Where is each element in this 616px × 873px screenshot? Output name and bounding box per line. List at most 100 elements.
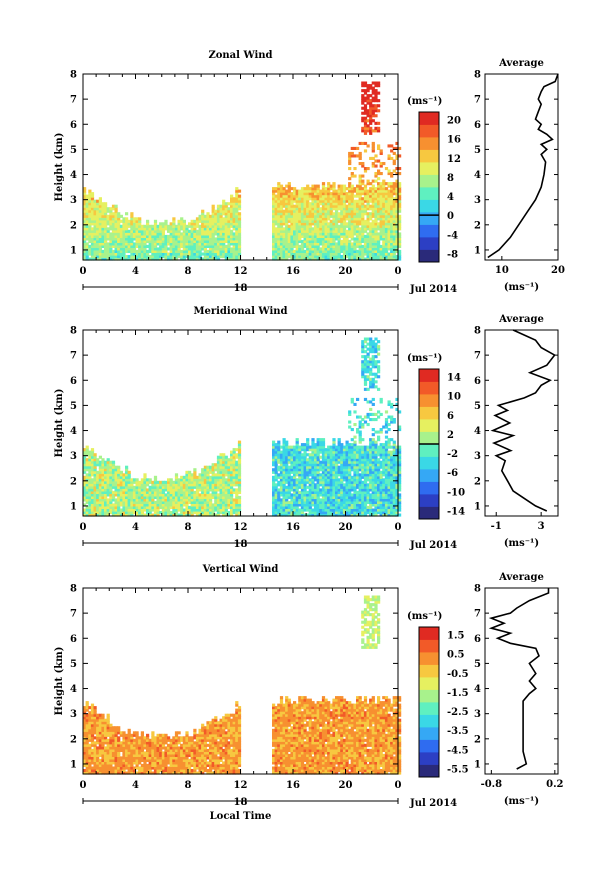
heatmap-cell xyxy=(98,212,102,216)
heatmap-cell xyxy=(96,470,100,474)
heatmap-cell xyxy=(390,199,394,203)
heatmap-cell xyxy=(98,209,102,213)
heatmap-cell xyxy=(119,214,123,218)
heatmap-cell xyxy=(287,247,291,251)
heatmap-cell xyxy=(329,508,333,512)
heatmap-cell xyxy=(295,485,299,489)
heatmap-cell xyxy=(382,214,386,218)
heatmap-cell xyxy=(174,473,179,477)
heatmap-cell xyxy=(274,508,278,512)
heatmap-cell xyxy=(287,219,291,223)
heatmap-cell xyxy=(348,468,352,472)
heatmap-cell xyxy=(303,513,307,517)
heatmap-cell xyxy=(232,448,236,452)
heatmap-cell xyxy=(237,239,242,243)
heatmap-cell xyxy=(140,480,144,484)
heatmap-cell xyxy=(122,503,126,507)
heatmap-cell xyxy=(164,237,168,241)
heatmap-cell xyxy=(335,209,339,213)
heatmap-cell xyxy=(161,513,165,517)
heatmap-cell xyxy=(335,473,339,477)
heatmap-cell xyxy=(237,463,242,467)
heatmap-cell xyxy=(316,445,320,449)
heatmap-cell xyxy=(329,493,333,497)
heatmap-cell xyxy=(216,470,221,474)
heatmap-cell xyxy=(384,189,389,193)
heatmap-cell xyxy=(377,244,381,248)
heatmap-cell xyxy=(101,234,105,238)
heatmap-cell xyxy=(374,234,378,238)
heatmap-cell xyxy=(335,465,339,469)
heatmap-cell xyxy=(308,239,312,243)
x-tick-label: 4 xyxy=(132,266,139,277)
heatmap-cell xyxy=(109,498,113,502)
heatmap-cell xyxy=(321,197,326,201)
heatmap-cell xyxy=(379,192,383,196)
heatmap-cell xyxy=(104,503,108,507)
heatmap-cell xyxy=(361,244,365,248)
heatmap-cell xyxy=(90,237,95,241)
heatmap-cell xyxy=(219,217,223,221)
heatmap-cell xyxy=(219,470,223,474)
heatmap-cell xyxy=(88,463,92,467)
heatmap-cell xyxy=(90,478,95,482)
heatmap-cell xyxy=(224,495,228,499)
heatmap-cell xyxy=(282,465,286,469)
heatmap-cell xyxy=(227,498,231,502)
heatmap-cell xyxy=(277,255,281,259)
heatmap-cell xyxy=(206,257,210,261)
heatmap-cell xyxy=(277,229,281,233)
heatmap-cell xyxy=(332,470,336,474)
heatmap-cell xyxy=(235,199,239,203)
heatmap-cell xyxy=(321,199,326,203)
heatmap-cell xyxy=(222,212,226,216)
heatmap-cell xyxy=(395,146,399,150)
heatmap-cell xyxy=(321,255,326,259)
heatmap-cell xyxy=(101,244,105,248)
heatmap-cell xyxy=(340,222,344,226)
heatmap-cell xyxy=(319,229,323,233)
heatmap-cell xyxy=(345,247,349,251)
heatmap-cell xyxy=(384,194,389,198)
heatmap-cell xyxy=(319,224,323,228)
heatmap-cell xyxy=(285,219,289,223)
heatmap-cell xyxy=(135,508,139,512)
heatmap-cell xyxy=(101,229,105,233)
heatmap-cell xyxy=(293,490,297,494)
heatmap-cell xyxy=(377,255,381,259)
heatmap-cell xyxy=(235,202,239,206)
heatmap-cell xyxy=(332,513,336,517)
heatmap-cell xyxy=(232,202,236,206)
heatmap-cell xyxy=(101,255,105,259)
heatmap-cell xyxy=(303,480,307,484)
heatmap-cell xyxy=(206,475,210,479)
heatmap-cell xyxy=(177,485,181,489)
heatmap-cell xyxy=(146,505,150,509)
y-tick-label: 8 xyxy=(70,70,77,81)
heatmap-cell xyxy=(185,255,189,259)
heatmap-cell xyxy=(211,252,215,256)
heatmap-cell xyxy=(169,229,173,233)
heatmap-cell xyxy=(366,224,370,228)
heatmap-cell xyxy=(153,222,158,226)
heatmap-cell xyxy=(379,212,383,216)
heatmap-cell xyxy=(345,488,349,492)
heatmap-cell xyxy=(148,257,152,261)
heatmap-cell xyxy=(306,184,310,188)
heatmap-cell xyxy=(190,490,194,494)
heatmap-cell xyxy=(398,154,402,158)
heatmap-cell xyxy=(340,453,344,457)
heatmap-cell xyxy=(125,234,129,238)
heatmap-cell xyxy=(216,513,221,517)
heatmap-cell xyxy=(153,234,158,238)
heatmap-cell xyxy=(342,202,347,206)
heatmap-cell xyxy=(353,470,357,474)
heatmap-cell xyxy=(203,237,207,241)
heatmap-cell xyxy=(377,159,381,163)
heatmap-cell xyxy=(214,242,218,246)
heatmap-cell xyxy=(337,224,341,228)
heatmap-cell xyxy=(303,249,307,253)
heatmap-cell xyxy=(350,397,354,401)
heatmap-cell xyxy=(374,244,378,248)
heatmap-cell xyxy=(101,480,105,484)
